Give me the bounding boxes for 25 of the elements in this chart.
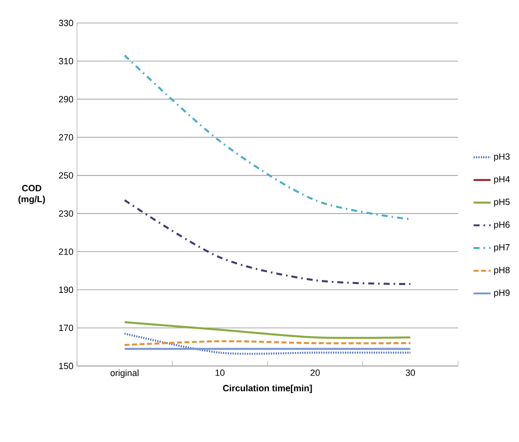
x-tick-label: 10 [216,370,225,376]
legend-label: pH5 [494,198,510,207]
x-axis-title: Circulation time[min] [223,384,312,394]
x-tick-label: 20 [310,370,320,376]
y-tick-label: 210 [58,248,74,255]
line-series [124,199,412,286]
legend-label: pH6 [494,221,510,230]
legend-label: pH9 [494,290,510,298]
x-tick-label: 30 [406,370,416,376]
legend-label: pH8 [494,266,510,275]
legend-label: pH3 [494,153,510,162]
y-axis-title: COD (mg/L) [18,184,45,204]
legend-label: pH4 [494,176,510,184]
legend-label: pH7 [494,244,510,252]
y-tick-label: 230 [58,210,74,217]
y-tick-label: 310 [58,58,74,64]
y-tick-label: 290 [58,96,74,102]
y-tick-label: 190 [59,286,74,293]
y-tick-label: 250 [58,172,74,179]
y-tick-label: 170 [59,324,74,332]
x-tick-label: original [110,370,138,378]
line-series [124,54,412,220]
y-tick-label: 270 [58,134,74,140]
y-tick-label: 330 [58,20,74,26]
y-tick-label: 150 [59,362,74,370]
